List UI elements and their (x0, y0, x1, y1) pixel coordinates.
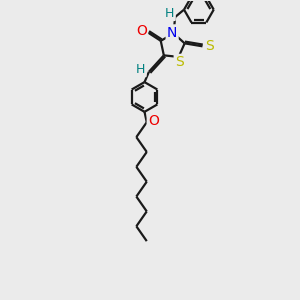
Text: O: O (148, 114, 159, 128)
Text: S: S (205, 39, 214, 53)
Text: N: N (167, 26, 177, 40)
Text: S: S (175, 55, 184, 69)
Text: O: O (136, 24, 147, 38)
Text: H: H (165, 7, 175, 20)
Text: H: H (136, 63, 146, 76)
